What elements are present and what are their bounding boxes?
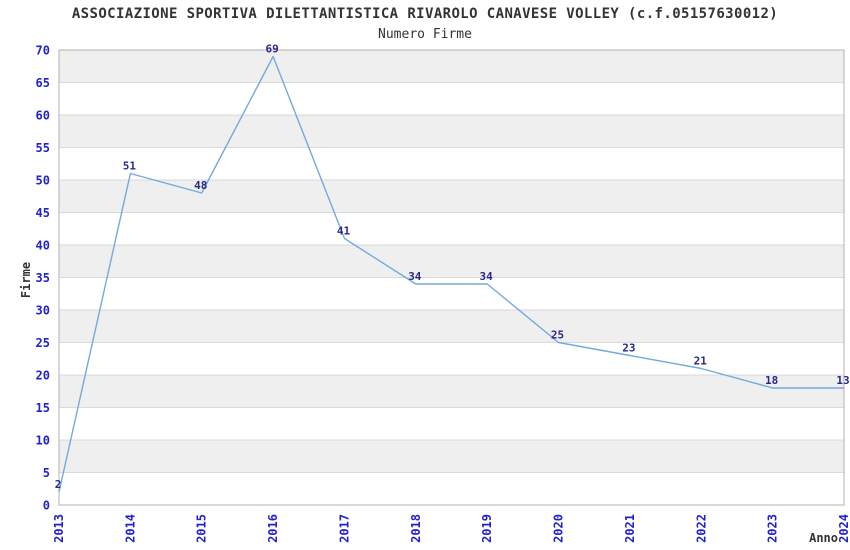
y-tick-label: 20 [36, 369, 50, 383]
y-tick-label: 30 [36, 304, 50, 318]
y-tick-label: 65 [36, 76, 50, 90]
value-label: 34 [408, 270, 422, 283]
y-tick-label: 35 [36, 271, 50, 285]
y-tick-label: 25 [36, 336, 50, 350]
x-tick-label: 2020 [552, 514, 566, 543]
value-label: 23 [622, 342, 635, 355]
y-axis-band [59, 180, 844, 213]
y-tick-label: 70 [36, 44, 50, 58]
x-tick-label: 2024 [837, 514, 850, 543]
x-tick-label: 2023 [766, 514, 780, 543]
y-tick-label: 0 [43, 499, 50, 513]
y-axis-band [59, 440, 844, 473]
plot-border [58, 49, 845, 506]
x-tick-label: 2022 [694, 514, 708, 543]
chart-subtitle: Numero Firme [378, 27, 472, 42]
y-tick-label: 45 [36, 206, 50, 220]
value-label: 51 [123, 160, 137, 173]
y-axis-band [59, 115, 844, 148]
y-tick-label: 10 [36, 434, 50, 448]
y-tick-label: 40 [36, 239, 50, 253]
value-label: 69 [265, 43, 278, 56]
x-tick-label: 2016 [266, 514, 280, 543]
y-tick-label: 15 [36, 401, 50, 415]
value-label: 13 [836, 374, 849, 387]
x-tick-label: 2018 [409, 514, 423, 543]
value-label: 18 [765, 374, 778, 387]
x-tick-label: 2019 [480, 514, 494, 543]
x-tick-label: 2015 [195, 514, 209, 543]
x-tick-label: 2017 [337, 514, 351, 543]
y-tick-label: 55 [36, 141, 50, 155]
y-axis-band [59, 50, 844, 83]
y-axis-band [59, 375, 844, 408]
value-label: 25 [551, 329, 564, 342]
value-label: 2 [55, 478, 62, 491]
y-tick-label: 50 [36, 174, 50, 188]
y-axis-band [59, 310, 844, 343]
chart-title: ASSOCIAZIONE SPORTIVA DILETTANTISTICA RI… [71, 6, 779, 22]
value-label: 41 [337, 225, 351, 238]
data-line [58, 55, 844, 493]
x-tick-label: 2014 [123, 514, 137, 543]
y-tick-label: 5 [43, 466, 50, 480]
value-label: 34 [480, 270, 494, 283]
x-tick-label: 2021 [623, 514, 637, 543]
y-axis-band [59, 245, 844, 278]
x-tick-label: 2013 [52, 514, 66, 543]
value-label: 21 [694, 355, 708, 368]
y-tick-label: 60 [36, 109, 50, 123]
value-label: 48 [194, 179, 207, 192]
x-axis-title: Anno [809, 531, 838, 545]
